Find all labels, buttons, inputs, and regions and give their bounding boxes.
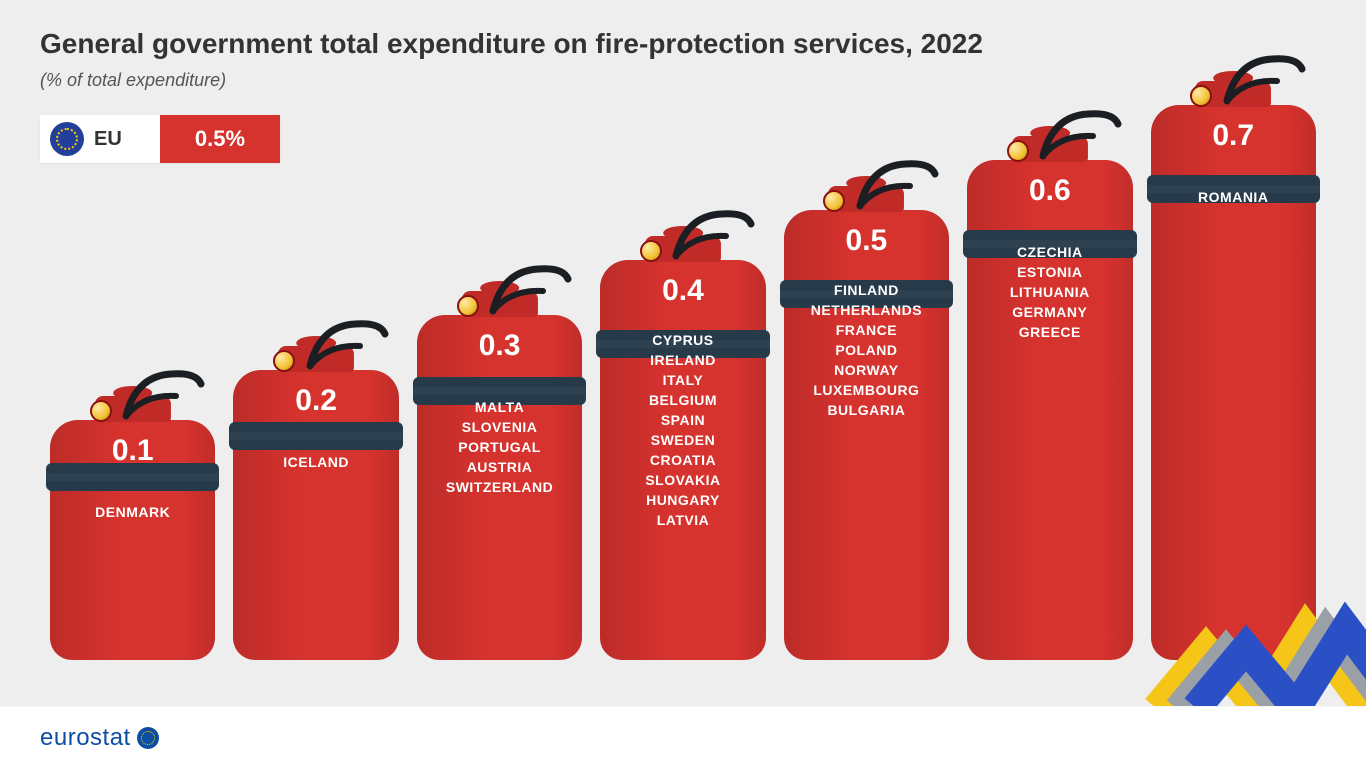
country-label: MALTA: [475, 399, 524, 415]
country-label: SWITZERLAND: [446, 479, 553, 495]
gauge-icon: [273, 350, 295, 372]
extinguisher-value: 0.7: [1212, 119, 1254, 153]
extinguisher-content: 0.2 ICELAND: [233, 376, 398, 678]
extinguisher-column: 0.1 DENMARK: [50, 386, 215, 688]
extinguisher: 0.5 FINLAND NETHERLANDS FRANCE POLAND NORWAY L…: [784, 176, 949, 688]
country-label: SLOVAKIA: [645, 472, 720, 488]
extinguisher-chart: 0.1 DENMARK 0.2 ICELAND 0.3 MALTA SLOVENIA PORT…: [50, 120, 1316, 688]
country-label: ICELAND: [283, 454, 349, 470]
extinguisher-column: 0.6 CZECHIA ESTONIA LITHUANIA GERMANY GREECE: [967, 126, 1132, 688]
extinguisher-content: 0.7 ROMANIA: [1151, 111, 1316, 678]
country-list: CZECHIA ESTONIA LITHUANIA GERMANY GREECE: [1010, 244, 1090, 340]
country-label: BULGARIA: [827, 402, 905, 418]
extinguisher: 0.1 DENMARK: [50, 386, 215, 688]
country-label: LATVIA: [657, 512, 710, 528]
extinguisher: 0.7 ROMANIA: [1151, 71, 1316, 688]
country-label: GERMANY: [1012, 304, 1087, 320]
country-label: NORWAY: [834, 362, 898, 378]
country-label: PORTUGAL: [458, 439, 541, 455]
country-list: DENMARK: [95, 504, 170, 520]
country-label: HUNGARY: [646, 492, 720, 508]
extinguisher-content: 0.1 DENMARK: [50, 426, 215, 678]
extinguisher-value: 0.4: [662, 274, 704, 308]
country-label: LUXEMBOURG: [813, 382, 919, 398]
extinguisher-value: 0.6: [1029, 174, 1071, 208]
country-label: LITHUANIA: [1010, 284, 1090, 300]
chart-title: General government total expenditure on …: [40, 28, 983, 60]
country-label: DENMARK: [95, 504, 170, 520]
extinguisher-content: 0.5 FINLAND NETHERLANDS FRANCE POLAND NORWAY L…: [784, 216, 949, 678]
country-label: CZECHIA: [1017, 244, 1083, 260]
country-label: ITALY: [663, 372, 704, 388]
eurostat-logo-flag-icon: [137, 727, 159, 749]
country-label: NETHERLANDS: [811, 302, 922, 318]
gauge-icon: [90, 400, 112, 422]
country-label: AUSTRIA: [467, 459, 533, 475]
gauge-icon: [640, 240, 662, 262]
extinguisher-value: 0.3: [479, 329, 521, 363]
gauge-icon: [1007, 140, 1029, 162]
country-label: SWEDEN: [651, 432, 715, 448]
extinguisher-content: 0.4CYPRUSIRELANDITALYBELGIUMSPAINSWEDENC…: [600, 266, 765, 678]
country-label: CYPRUS: [652, 332, 713, 348]
extinguisher-value: 0.5: [846, 224, 888, 258]
extinguisher: 0.4CYPRUSIRELANDITALYBELGIUMSPAINSWEDENC…: [600, 226, 765, 688]
extinguisher-value: 0.2: [295, 384, 337, 418]
extinguisher-value: 0.1: [112, 434, 154, 468]
country-list: FINLAND NETHERLANDS FRANCE POLAND NORWAY LUXE…: [811, 282, 922, 418]
country-label: FINLAND: [834, 282, 899, 298]
country-label: ESTONIA: [1017, 264, 1082, 280]
country-label: SPAIN: [661, 412, 705, 428]
extinguisher: 0.3 MALTA SLOVENIA PORTUGAL AUSTRIA SWITZERLA…: [417, 281, 582, 688]
eurostat-logo-text: eurostat: [40, 724, 131, 752]
country-label: FRANCE: [836, 322, 897, 338]
extinguisher-column: 0.3 MALTA SLOVENIA PORTUGAL AUSTRIA SWITZERLA…: [417, 281, 582, 688]
country-label: ROMANIA: [1198, 189, 1268, 205]
eurostat-logo: eurostat: [40, 724, 159, 752]
chart-subtitle: (% of total expenditure): [40, 70, 226, 91]
country-list: MALTA SLOVENIA PORTUGAL AUSTRIA SWITZERLAND: [446, 399, 553, 495]
footer-bar: eurostat: [0, 706, 1366, 768]
country-label: CROATIA: [650, 452, 716, 468]
gauge-icon: [457, 295, 479, 317]
extinguisher-column: 0.5 FINLAND NETHERLANDS FRANCE POLAND NORWAY L…: [784, 176, 949, 688]
extinguisher-content: 0.6 CZECHIA ESTONIA LITHUANIA GERMANY GREECE: [967, 166, 1132, 678]
extinguisher-content: 0.3 MALTA SLOVENIA PORTUGAL AUSTRIA SWITZERLA…: [417, 321, 582, 678]
country-label: SLOVENIA: [462, 419, 538, 435]
country-label: POLAND: [835, 342, 897, 358]
country-label: IRELAND: [650, 352, 716, 368]
extinguisher-column: 0.7 ROMANIA: [1151, 71, 1316, 688]
country-list: ICELAND: [283, 454, 349, 470]
country-label: BELGIUM: [649, 392, 717, 408]
extinguisher: 0.2 ICELAND: [233, 336, 398, 688]
extinguisher-column: 0.2 ICELAND: [233, 336, 398, 688]
extinguisher-column: 0.4CYPRUSIRELANDITALYBELGIUMSPAINSWEDENC…: [600, 226, 765, 688]
extinguisher: 0.6 CZECHIA ESTONIA LITHUANIA GERMANY GREECE: [967, 126, 1132, 688]
country-list: CYPRUS IRELAND ITALY BELGIUM SPAIN SWEDEN CROA…: [645, 332, 720, 528]
country-list: ROMANIA: [1198, 189, 1268, 205]
country-label: GREECE: [1019, 324, 1081, 340]
